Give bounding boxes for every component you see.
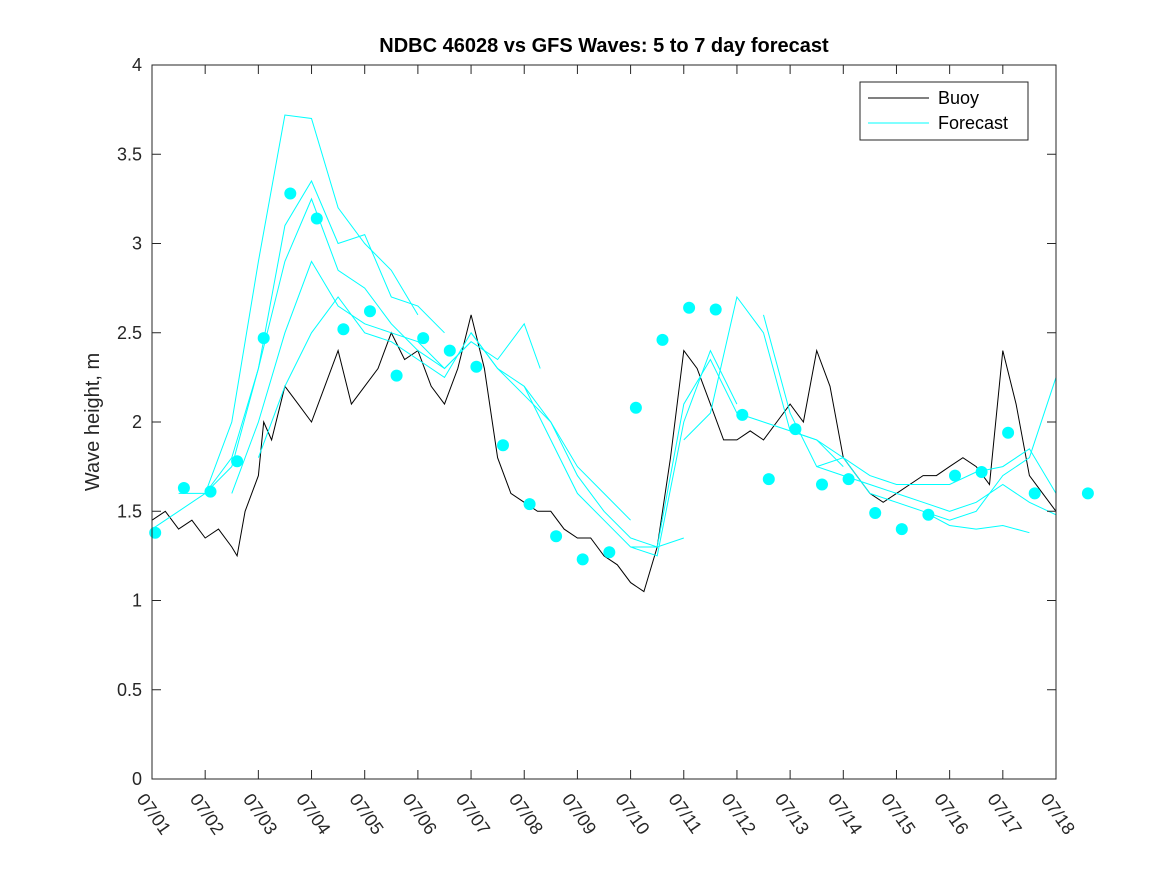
y-tick-label: 3.5 (117, 144, 142, 164)
y-tick-label: 2 (132, 412, 142, 432)
forecast-marker (284, 187, 297, 200)
forecast-series-line-0 (151, 114, 419, 530)
forecast-series-line-1 (178, 179, 445, 494)
buoy-series-line (151, 314, 1057, 593)
data-lines-layer (151, 114, 1057, 593)
forecast-marker (709, 303, 722, 316)
y-tick-label: 0.5 (117, 680, 142, 700)
y-tick-label: 4 (132, 55, 142, 75)
forecast-marker (629, 401, 642, 414)
forecast-marker (975, 466, 988, 478)
plot-area (152, 65, 1056, 779)
forecast-marker (417, 332, 430, 345)
forecast-marker (149, 526, 162, 539)
forecast-series-line-4 (257, 296, 631, 521)
forecast-series-line-3 (231, 260, 541, 494)
y-tick-label: 0 (132, 769, 142, 789)
forecast-marker (789, 423, 802, 436)
y-tick-label: 2.5 (117, 323, 142, 343)
forecast-series-line-9 (763, 314, 1057, 516)
chart-title: NDBC 46028 vs GFS Waves: 5 to 7 day fore… (379, 35, 829, 57)
forecast-marker (1028, 487, 1041, 500)
forecast-marker (656, 333, 669, 346)
forecast-marker (603, 546, 616, 559)
forecast-marker (842, 473, 855, 486)
forecast-marker (895, 523, 908, 536)
legend: Buoy Forecast (859, 81, 1029, 141)
forecast-marker (470, 360, 483, 373)
legend-box (859, 81, 1029, 141)
forecast-marker (550, 530, 563, 543)
forecast-marker (390, 369, 403, 382)
forecast-series-line-5 (470, 332, 684, 548)
y-axis-label: Wave height, m (82, 353, 104, 491)
forecast-marker (364, 305, 376, 318)
forecast-marker (1002, 426, 1015, 439)
forecast-series-line-2 (204, 197, 472, 494)
forecast-marker (337, 323, 350, 336)
forecast-marker (736, 408, 749, 421)
forecast-marker (762, 473, 775, 486)
forecast-marker (177, 482, 190, 494)
forecast-marker (231, 455, 244, 468)
forecast-marker (922, 508, 935, 521)
forecast-marker (523, 498, 536, 511)
legend-label-buoy: Buoy (938, 88, 979, 108)
forecast-marker (1081, 487, 1094, 500)
legend-label-forecast: Forecast (938, 113, 1008, 133)
data-markers-layer (149, 187, 1094, 566)
y-tick-label: 1 (132, 591, 142, 611)
forecast-marker (683, 301, 696, 314)
forecast-marker (204, 485, 217, 498)
forecast-marker (443, 344, 456, 357)
forecast-marker (310, 212, 323, 225)
forecast-series-line-10 (816, 448, 1057, 494)
y-tick-label: 1.5 (117, 501, 142, 521)
forecast-series-line-8 (683, 295, 1030, 534)
forecast-marker (497, 439, 509, 452)
y-tick-label: 3 (132, 234, 142, 254)
forecast-marker (949, 469, 961, 482)
forecast-marker (576, 553, 589, 566)
forecast-series-line-11 (922, 377, 1057, 521)
forecast-marker (816, 478, 828, 491)
forecast-marker (869, 507, 882, 519)
forecast-marker (257, 332, 270, 345)
